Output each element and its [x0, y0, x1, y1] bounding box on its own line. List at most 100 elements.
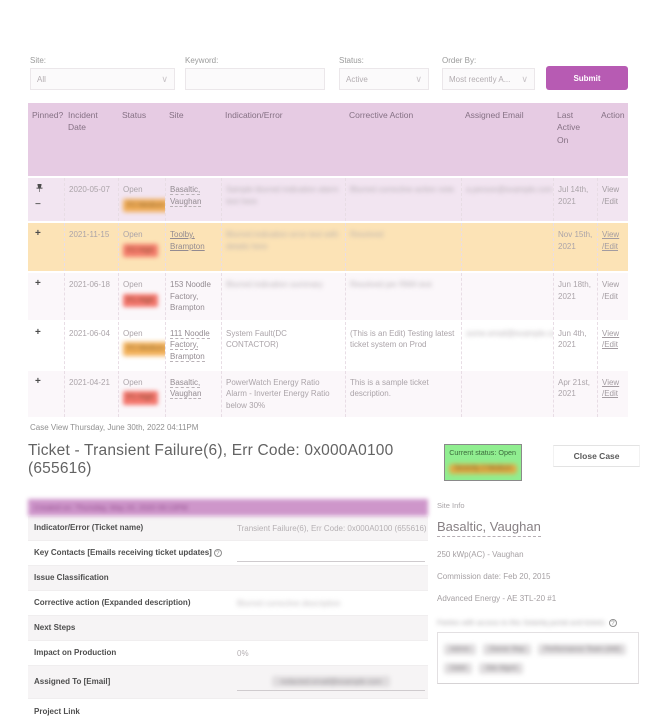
- party-chip: Performance Team (AM): [538, 644, 627, 656]
- status-filter-label: Status:: [339, 56, 364, 65]
- keyword-input[interactable]: [185, 68, 325, 90]
- status-cell: Open P2 Medium: [118, 177, 165, 221]
- col-header-site: Site: [169, 110, 184, 120]
- severity-badge: Severity 2 Medium: [449, 464, 518, 475]
- form-row-issue-classification: Issue Classification: [28, 566, 428, 592]
- col-header-date: Incident Date: [68, 110, 98, 133]
- site-filter-select[interactable]: All ∨: [30, 68, 175, 90]
- ticket-header: Ticket - Transient Failure(6), Err Code:…: [28, 442, 640, 482]
- view-edit-link[interactable]: View /Edit: [602, 279, 620, 301]
- table-row: + 2021-04-21 Open P1 High Basaltic, Vaug…: [28, 370, 628, 420]
- site-link[interactable]: 153 Noodle Factory, Brampton: [170, 279, 211, 313]
- col-header-status: Status: [122, 110, 147, 120]
- assigned-email: some.email@example.com: [466, 328, 553, 338]
- site-link[interactable]: 111 Noodle Factory, Brampton: [170, 328, 210, 362]
- field-label: Assigned To [Email]: [34, 677, 111, 687]
- status-cell: Open P2 High: [118, 222, 165, 271]
- form-row-indicator: Indicator/Error (Ticket name) Transient …: [28, 516, 428, 542]
- last-active: Apr 21st, 2021: [553, 370, 597, 418]
- site-equipment: Advanced Energy - AE 3TL-20 #1: [437, 594, 557, 604]
- pin-add-button[interactable]: +: [35, 326, 41, 338]
- last-active: Jul 14th, 2021: [553, 177, 597, 221]
- view-edit-link[interactable]: View /Edit: [602, 229, 620, 251]
- incident-date: 2021-11-15: [64, 222, 118, 271]
- help-icon[interactable]: ?: [213, 548, 222, 557]
- close-case-button[interactable]: Close Case: [553, 445, 640, 468]
- form-row-assigned-to: Assigned To [Email] redacted.email@examp…: [28, 666, 428, 700]
- order-filter-value: Most recently A...: [449, 74, 511, 84]
- ticket-detail: Created on: Thursday, May 20, 2020 09:13…: [28, 499, 640, 724]
- field-label: Issue Classification: [34, 573, 109, 583]
- col-header-action: Action: [601, 110, 625, 120]
- status-text: Open: [123, 279, 143, 289]
- site-filter-value: All: [37, 74, 46, 84]
- key-contacts-input[interactable]: [237, 545, 425, 562]
- form-row-project-link: Project Link: [28, 699, 428, 724]
- view-edit-link[interactable]: View /Edit: [602, 328, 620, 350]
- party-chip: O&M: [444, 663, 472, 675]
- field-value: Blurred corrective description: [237, 598, 341, 608]
- created-on-bar: Created on: Thursday, May 20, 2020 09:13…: [28, 499, 428, 517]
- corrective-text: (This is an Edit) Testing latest ticket …: [350, 328, 455, 350]
- corrective-text: Resolved: [350, 229, 384, 239]
- pin-add-button[interactable]: +: [35, 375, 41, 387]
- last-active: Jun 4th, 2021: [553, 321, 597, 369]
- order-filter-select[interactable]: Most recently A... ∨: [442, 68, 535, 90]
- pin-add-button[interactable]: +: [35, 277, 41, 289]
- pin-add-button[interactable]: +: [35, 227, 41, 239]
- col-header-indication: Indication/Error: [225, 110, 283, 120]
- indication-text: PowerWatch Energy Ratio Alarm - Inverter…: [226, 377, 330, 410]
- last-active: Jun 18th, 2021: [553, 272, 597, 320]
- help-icon[interactable]: ?: [608, 619, 617, 628]
- form-row-next-steps: Next Steps: [28, 616, 428, 642]
- view-edit-link[interactable]: View /Edit: [602, 377, 620, 399]
- site-info-panel: Site Info Basaltic, Vaughan 250 kWp(AC) …: [437, 499, 639, 724]
- status-filter-select[interactable]: Active ∨: [339, 68, 429, 90]
- corrective-text: Blurred corrective action note: [350, 184, 455, 194]
- unpin-button[interactable]: −: [35, 198, 41, 210]
- incident-date: 2021-06-04: [64, 321, 118, 369]
- access-parties-box: Admin Owner Rep Performance Team (AM) O&…: [437, 632, 639, 685]
- pin-icon[interactable]: [35, 183, 44, 198]
- indication-text: Blurred indication error text with detai…: [226, 229, 339, 251]
- priority-badge: P1 High: [123, 391, 158, 405]
- table-row: − 2020-05-07 Open P2 Medium Basaltic, Va…: [28, 177, 628, 223]
- field-label: Corrective action (Expanded description): [34, 598, 191, 608]
- ticket-form: Created on: Thursday, May 20, 2020 09:13…: [28, 499, 428, 724]
- tickets-table: Pinned? Incident Date Status Site Indica…: [28, 103, 628, 420]
- view-edit-link[interactable]: View /Edit: [602, 184, 620, 206]
- form-row-corrective-action: Corrective action (Expanded description)…: [28, 591, 428, 617]
- priority-badge: P2 Medium: [123, 342, 165, 357]
- status-cell: Open P1 High: [118, 370, 165, 418]
- field-value: 0%: [237, 648, 249, 658]
- field-value: Transient Failure(6), Err Code: 0x000A01…: [237, 523, 427, 533]
- status-cell: Open P1 High: [118, 272, 165, 320]
- site-name-link[interactable]: Basaltic, Vaughan: [437, 519, 541, 538]
- field-label: Impact on Production: [34, 648, 117, 658]
- form-row-impact: Impact on Production 0%: [28, 641, 428, 667]
- field-label: Next Steps: [34, 623, 76, 633]
- assigned-email-value: redacted.email@example.com: [272, 676, 390, 688]
- site-link[interactable]: Toolby, Brampton: [170, 229, 205, 251]
- order-filter-label: Order By:: [442, 56, 477, 65]
- indication-text: Blurred indication summary: [226, 279, 323, 289]
- assigned-email-input[interactable]: redacted.email@example.com: [237, 674, 425, 691]
- table-row: + 2021-11-15 Open P2 High Toolby, Brampt…: [28, 222, 628, 273]
- site-link[interactable]: Basaltic, Vaughan: [170, 184, 202, 207]
- priority-badge: P2 Medium: [123, 198, 165, 213]
- status-filter-value: Active: [346, 74, 368, 84]
- status-text: Open: [123, 229, 143, 239]
- assigned-email: a.person@example.com: [466, 184, 553, 194]
- page: Site: All ∨ Keyword: Status: Active ∨ Or…: [28, 56, 640, 716]
- priority-badge: P1 High: [123, 293, 158, 308]
- status-text: Open: [123, 328, 143, 338]
- col-header-pinned: Pinned?: [32, 110, 64, 120]
- col-header-email: Assigned Email: [465, 110, 524, 120]
- site-link[interactable]: Basaltic, Vaughan: [170, 377, 202, 400]
- indication-text: Sample blurred indication alarm text her…: [226, 184, 339, 206]
- submit-button[interactable]: Submit: [546, 66, 628, 90]
- field-label: Indicator/Error (Ticket name): [34, 523, 144, 533]
- form-row-key-contacts: Key Contacts [Emails receiving ticket up…: [28, 541, 428, 567]
- site-commission-date: Commission date: Feb 20, 2015: [437, 572, 551, 582]
- chevron-down-icon: ∨: [521, 73, 528, 84]
